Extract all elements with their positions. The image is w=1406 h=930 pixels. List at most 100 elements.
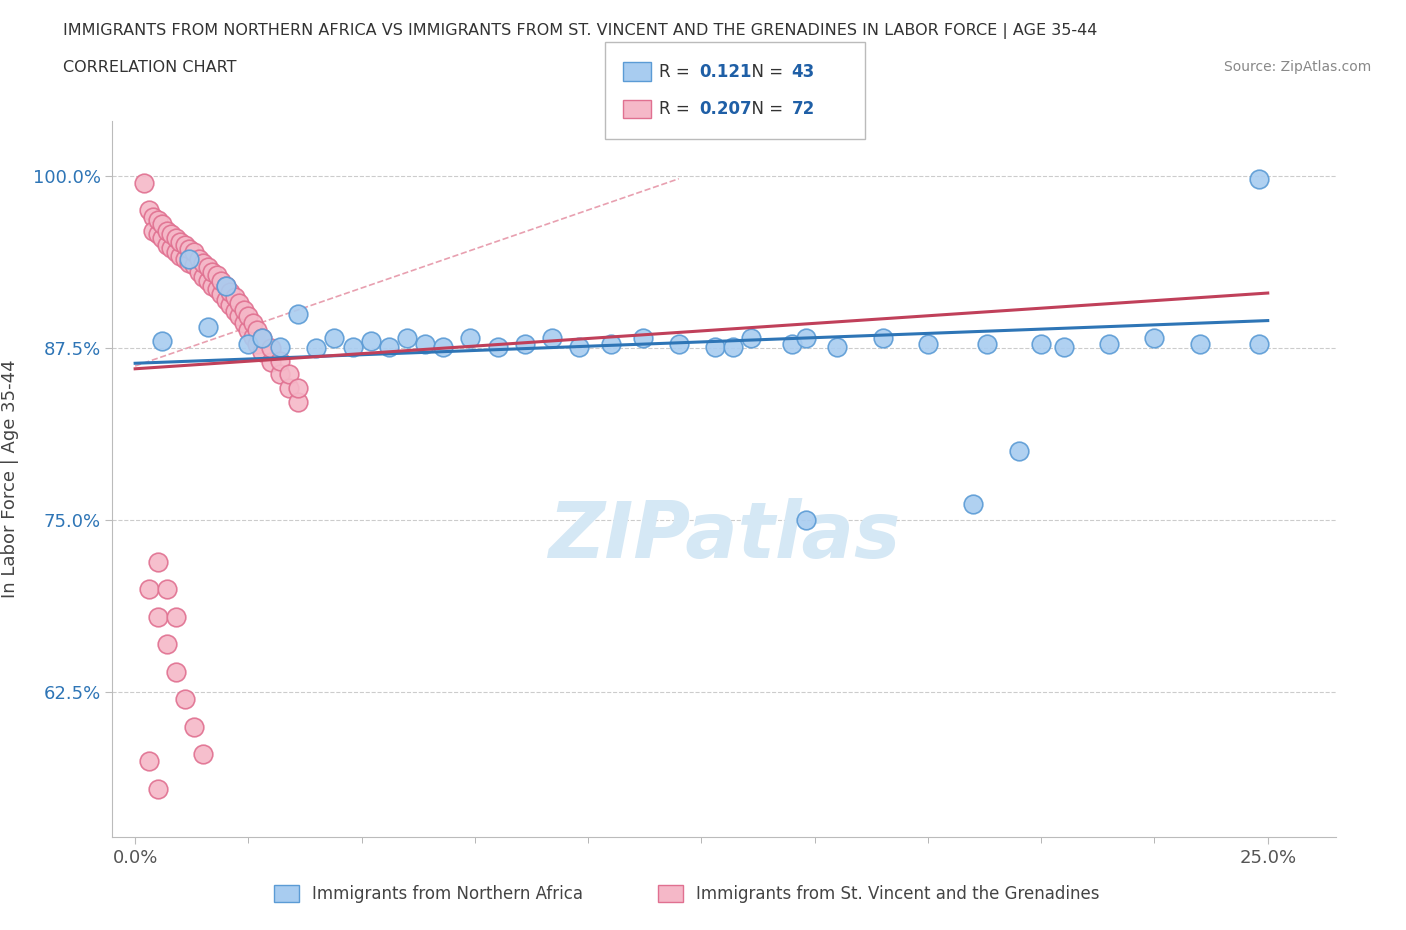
Point <box>174 692 197 707</box>
Point <box>486 339 509 354</box>
Point <box>219 285 242 299</box>
Point <box>287 394 309 409</box>
Point <box>187 251 209 266</box>
Point <box>156 637 179 652</box>
Point <box>160 240 183 255</box>
Point <box>246 337 269 352</box>
Point <box>197 320 219 335</box>
Point <box>160 226 183 241</box>
Point <box>238 337 260 352</box>
Point <box>721 339 744 354</box>
Text: R =: R = <box>659 62 700 81</box>
Point <box>342 339 364 354</box>
Point <box>209 273 232 288</box>
Point <box>432 339 454 354</box>
Point <box>134 176 156 191</box>
Y-axis label: In Labor Force | Age 35-44: In Labor Force | Age 35-44 <box>1 360 18 598</box>
Point <box>138 203 160 218</box>
Point <box>250 345 273 360</box>
Point <box>260 354 283 369</box>
Point <box>568 339 591 354</box>
Point <box>704 339 727 354</box>
Point <box>250 331 273 346</box>
Point <box>238 309 260 324</box>
Point <box>513 337 536 352</box>
Point <box>191 269 214 284</box>
Point <box>191 256 214 271</box>
Point <box>165 609 187 624</box>
Point <box>232 316 254 331</box>
Point <box>197 259 219 274</box>
Point <box>287 306 309 321</box>
Point <box>599 337 621 352</box>
Point <box>191 747 214 762</box>
Text: 72: 72 <box>792 100 815 118</box>
Point <box>872 331 894 346</box>
Point <box>183 258 205 272</box>
Point <box>269 366 291 381</box>
Point <box>378 339 401 354</box>
Point <box>360 334 382 349</box>
Point <box>242 316 264 331</box>
Text: Immigrants from St. Vincent and the Grenadines: Immigrants from St. Vincent and the Gren… <box>696 884 1099 903</box>
Point <box>224 290 246 305</box>
Point <box>1247 171 1270 186</box>
Point <box>165 231 187 246</box>
Point <box>209 287 232 302</box>
Point <box>150 231 173 246</box>
Point <box>232 302 254 317</box>
Text: Source: ZipAtlas.com: Source: ZipAtlas.com <box>1223 60 1371 74</box>
Text: 43: 43 <box>792 62 815 81</box>
Point <box>278 380 301 395</box>
Text: N =: N = <box>741 100 789 118</box>
Point <box>1031 337 1053 352</box>
Point <box>228 295 250 310</box>
Point <box>179 242 201 257</box>
Point <box>250 331 273 346</box>
Point <box>150 217 173 232</box>
Point <box>246 323 269 338</box>
Point <box>179 251 201 266</box>
Point <box>228 309 250 324</box>
Point <box>138 581 160 596</box>
Point <box>780 337 803 352</box>
Point <box>413 337 436 352</box>
Point <box>219 298 242 312</box>
Point <box>183 245 205 259</box>
Point <box>174 237 197 252</box>
Point <box>138 754 160 769</box>
Point <box>169 248 191 263</box>
Point <box>794 331 817 346</box>
Text: CORRELATION CHART: CORRELATION CHART <box>63 60 236 75</box>
Point <box>668 337 690 352</box>
Point <box>156 581 179 596</box>
Point <box>169 234 191 249</box>
Point <box>215 279 238 294</box>
Point <box>201 279 224 294</box>
Point <box>146 781 169 796</box>
Point <box>323 331 346 346</box>
Point <box>150 334 173 349</box>
Point <box>287 380 309 395</box>
Point <box>827 339 849 354</box>
Text: ZIPatlas: ZIPatlas <box>548 498 900 574</box>
Point <box>165 245 187 259</box>
Point <box>1053 339 1076 354</box>
Point <box>631 331 654 346</box>
Point <box>269 339 291 354</box>
Point <box>146 554 169 569</box>
Point <box>242 329 264 344</box>
Point <box>165 664 187 679</box>
Point <box>142 210 165 225</box>
Point <box>201 265 224 280</box>
Point <box>260 340 283 355</box>
Point <box>460 331 482 346</box>
Text: IMMIGRANTS FROM NORTHERN AFRICA VS IMMIGRANTS FROM ST. VINCENT AND THE GRENADINE: IMMIGRANTS FROM NORTHERN AFRICA VS IMMIG… <box>63 23 1098 39</box>
Point <box>395 331 418 346</box>
Point <box>156 237 179 252</box>
Point <box>156 223 179 238</box>
Point <box>1007 444 1029 458</box>
Point <box>238 323 260 338</box>
Point <box>1098 337 1121 352</box>
Point <box>794 512 817 527</box>
